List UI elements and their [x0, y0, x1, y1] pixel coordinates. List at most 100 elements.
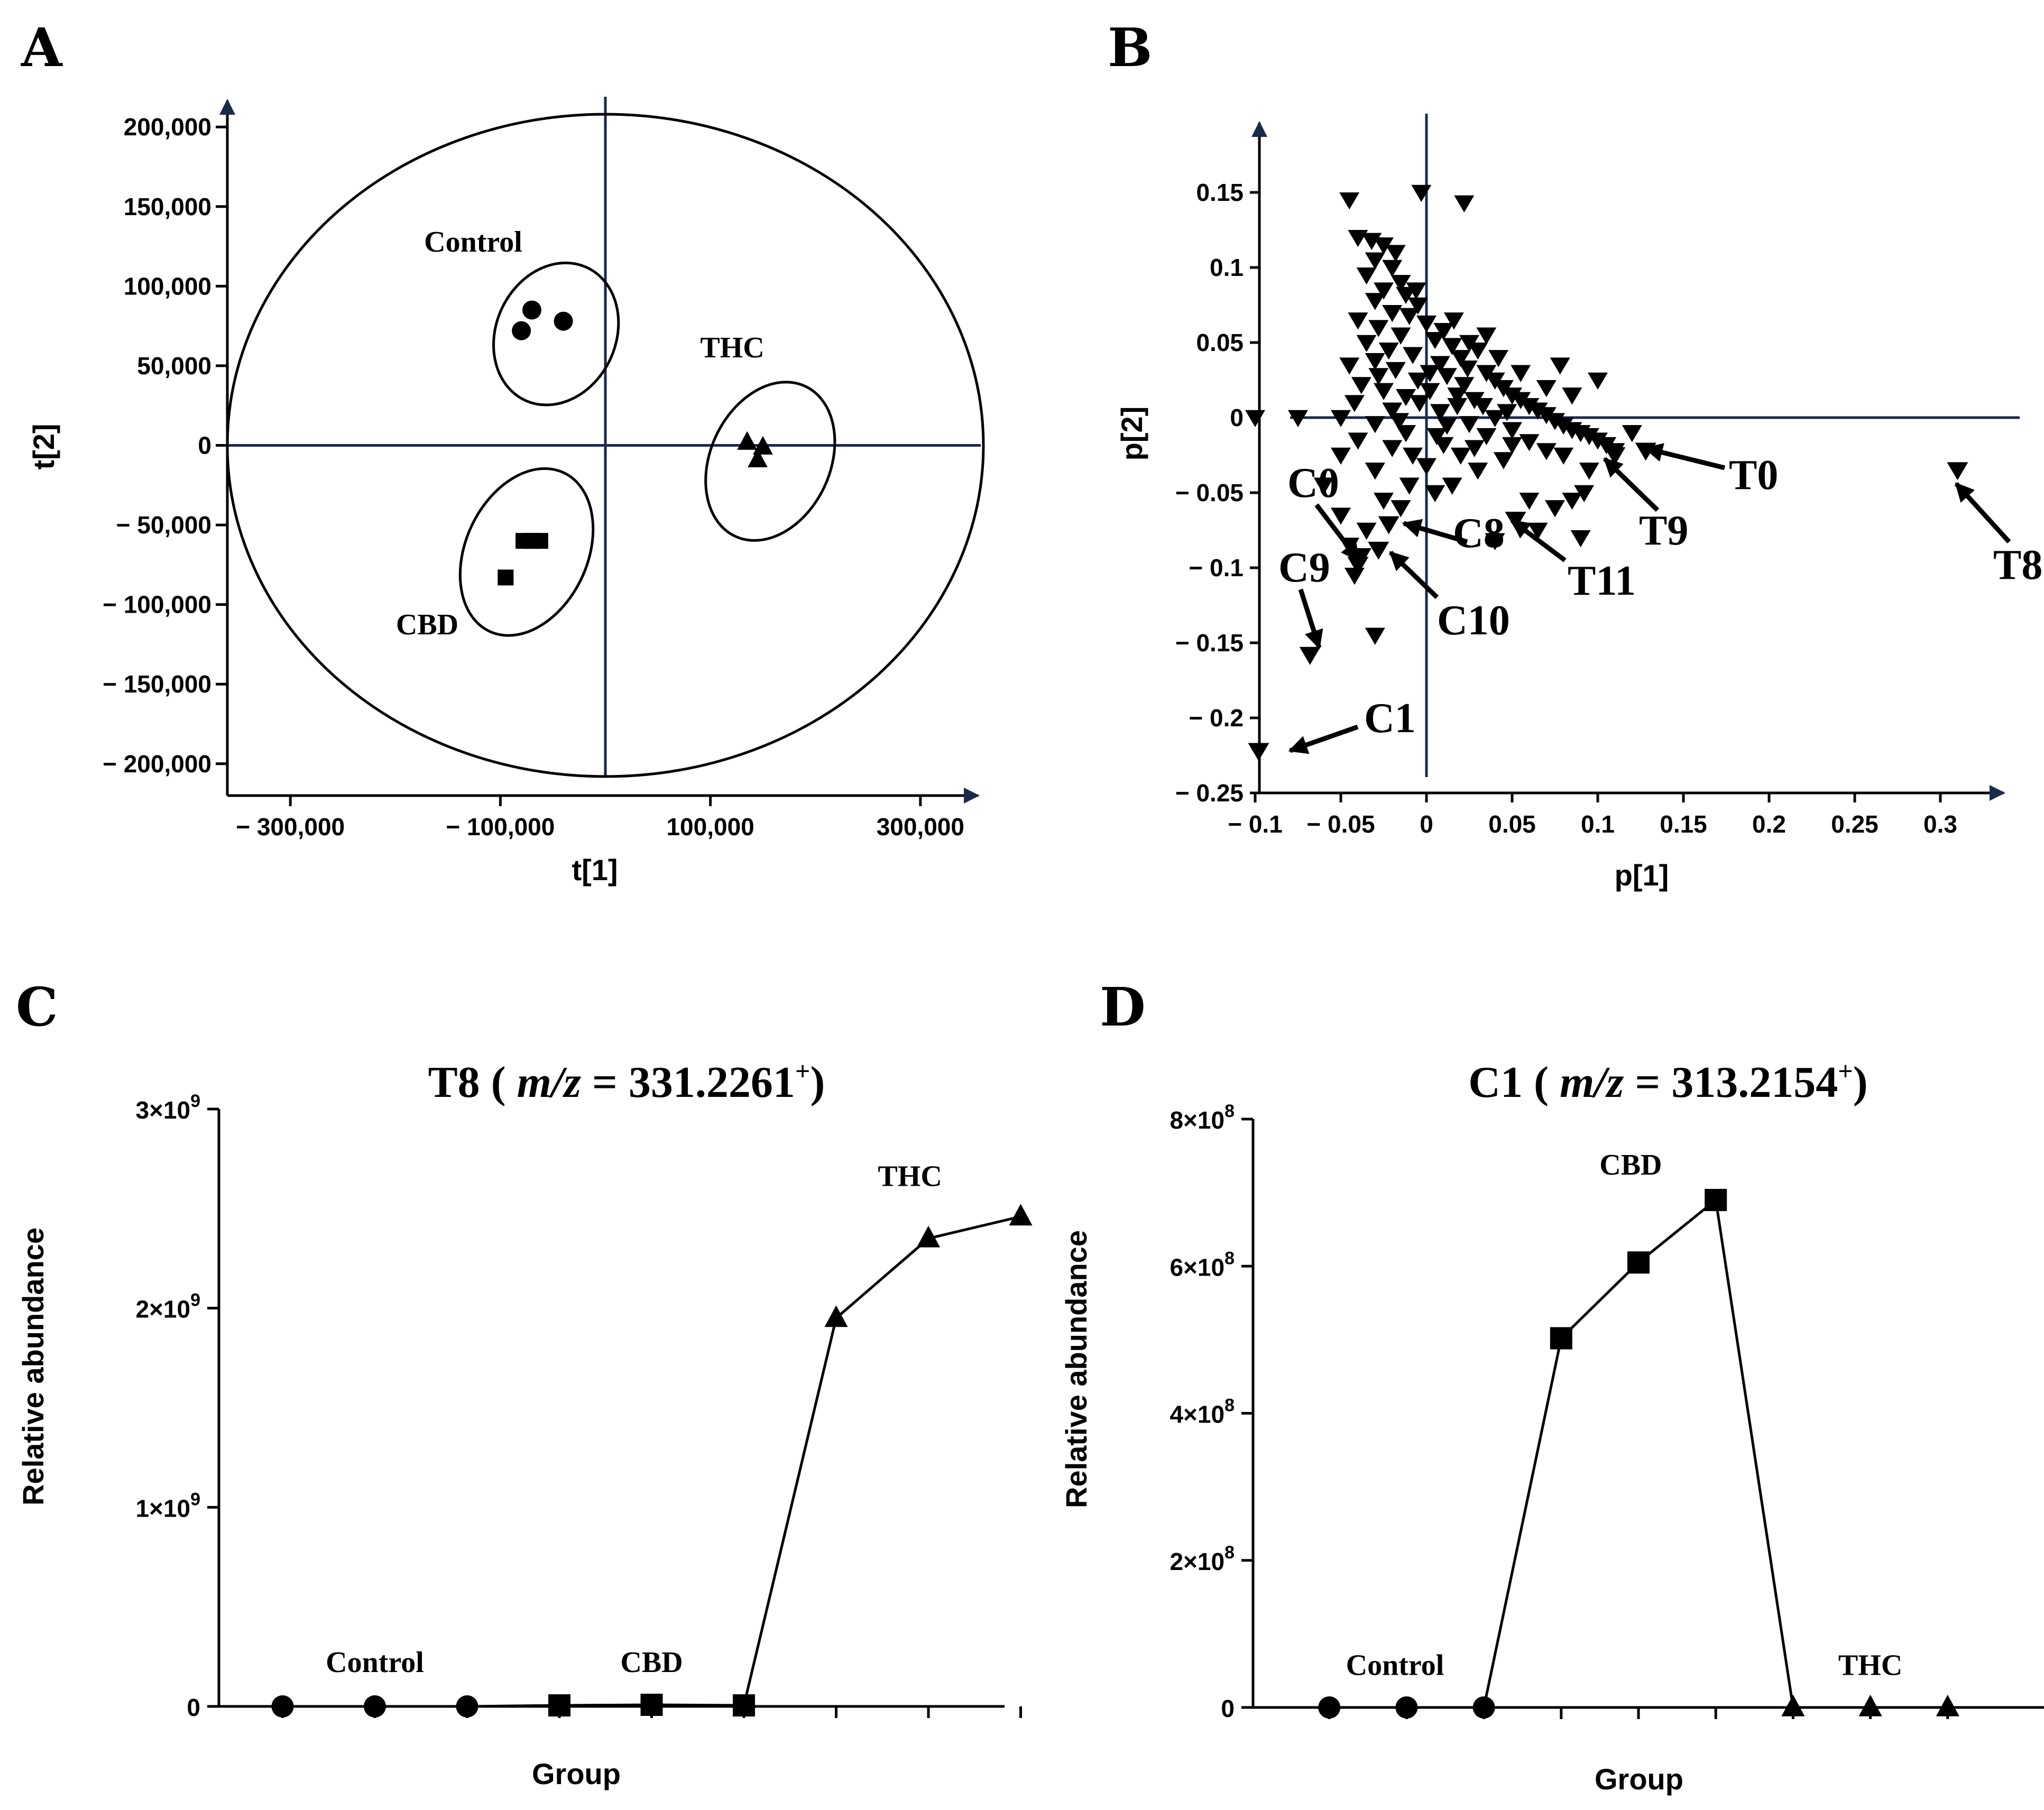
panel-a-y-tick-label: 50,000 [137, 352, 211, 380]
panel-b-point [1407, 372, 1428, 390]
panel-b-point [1403, 447, 1423, 465]
panel-c-point-control [364, 1695, 386, 1717]
panel-b-point [1545, 413, 1565, 430]
panel-b-point [1339, 192, 1360, 210]
panel-b-point [1339, 357, 1360, 375]
panel-b-point [1348, 432, 1368, 450]
panel-letter-d: D [1100, 976, 1146, 1038]
panel-a-score-plot: 200,000 150,000 100,000 50,000 0 − 50,000 − 10… [27, 97, 985, 886]
panel-b-point [1553, 417, 1574, 435]
panel-a-y-axis-title: t[2] [27, 423, 60, 469]
panel-letter-a: A [21, 16, 63, 79]
panel-d-series-line [1329, 1197, 1948, 1709]
panel-b-point [1447, 387, 1468, 405]
panel-b-x-tick-label: 0.3 [1923, 810, 1957, 838]
panel-b-point [1407, 297, 1428, 315]
panel-b-point [1389, 413, 1410, 430]
panel-b-point [1365, 293, 1385, 310]
panel-a-x-tick-label: 300,000 [877, 813, 964, 841]
panel-b-point [1356, 522, 1377, 540]
panel-b-highlight-point [1604, 447, 1626, 465]
panel-b-highlight-point [1947, 462, 1968, 481]
panel-b-point [1391, 500, 1411, 518]
panel-b-point [1430, 356, 1450, 373]
panel-b-label-c9: C9 [1278, 544, 1330, 591]
panel-b-point [1416, 315, 1437, 333]
panel-b-point [1368, 320, 1389, 337]
panel-c-y-tick-label: 2×109 [135, 1290, 200, 1323]
panel-b-point [1476, 327, 1497, 345]
panel-b-point [1399, 308, 1420, 325]
panel-d-group-label-control: Control [1346, 1649, 1444, 1682]
panel-a-y-tick-label: − 150,000 [103, 670, 211, 698]
panel-a-y-tick-label: 0 [198, 432, 211, 459]
panel-b-point [1553, 447, 1574, 465]
panel-b-point [1399, 477, 1420, 495]
panel-b-point [1433, 323, 1454, 340]
panel-b-point [1442, 338, 1462, 355]
panel-a-label-cbd: CBD [396, 608, 458, 641]
panel-c-point-control [271, 1695, 294, 1717]
panel-c-point-cbd [548, 1694, 570, 1717]
panel-b-point [1502, 437, 1522, 455]
panel-b-label-t0: T0 [1729, 452, 1778, 498]
panel-letter-c: C [16, 976, 58, 1038]
panel-b-point [1579, 463, 1599, 480]
panel-b-x-tick-label: 0.2 [1752, 810, 1786, 838]
panel-c-series-line [282, 1215, 1021, 1708]
panel-b-point [1374, 383, 1394, 400]
panel-b-point [1425, 332, 1445, 349]
panel-b-y-tick-label: − 0.1 [1189, 554, 1244, 581]
panel-b-point [1485, 533, 1505, 550]
panel-b-point [1468, 342, 1488, 360]
panel-b-point [1410, 395, 1430, 412]
panel-b-point [1288, 410, 1308, 428]
panel-b-point [1396, 287, 1416, 304]
panel-a-y-tick-label: − 200,000 [103, 750, 211, 778]
panel-d-point-thc [1858, 1694, 1882, 1716]
panel-a-x-tick-label: − 100,000 [446, 813, 555, 841]
panel-b-point [1391, 275, 1411, 292]
panel-b-point [1459, 416, 1479, 433]
panel-c-y-tick-label: 1×109 [135, 1489, 200, 1522]
panel-b-point [1454, 377, 1475, 394]
panel-b-point [1574, 485, 1595, 503]
panel-b-arrow-t8 [1954, 482, 2011, 544]
panel-a-y-tick-label: 100,000 [124, 272, 211, 300]
panel-b-point [1511, 365, 1531, 382]
panel-b-point [1437, 368, 1457, 385]
panel-b-highlight-point [1378, 516, 1400, 534]
panel-b-point [1430, 404, 1450, 421]
panel-b-point [1502, 387, 1522, 405]
panel-b-point [1368, 368, 1389, 385]
panel-d-title: C1 ( m/z = 313.2154+) [1468, 1056, 1867, 1107]
panel-b-point [1420, 383, 1440, 400]
panel-b-x-tick-label: 0.05 [1488, 810, 1536, 838]
panel-a-ellipse-thc [704, 381, 836, 542]
panel-b-point [1420, 365, 1440, 382]
panel-d-point-control [1395, 1696, 1418, 1719]
panel-c-group-label-cbd: CBD [620, 1646, 683, 1679]
panel-d-x-axis-title: Group [1595, 1762, 1683, 1796]
panel-b-y-tick-label: 0 [1230, 404, 1244, 431]
panel-a-ellipse-cbd [458, 467, 595, 637]
panel-b-point [1348, 312, 1368, 330]
panel-b-point [1527, 402, 1548, 420]
panel-b-point [1588, 432, 1608, 450]
panel-b-point [1396, 389, 1416, 407]
panel-b-point [1485, 410, 1505, 428]
panel-b-point [1468, 463, 1488, 480]
panel-b-point [1378, 342, 1399, 360]
panel-b-x-tick-label: 0.1 [1581, 810, 1615, 838]
panel-b-point [1344, 395, 1365, 412]
panel-b-label-t9: T9 [1639, 507, 1688, 554]
panel-b-point [1562, 387, 1582, 405]
panel-c-group-label-thc: THC [878, 1160, 942, 1193]
panel-b-x-axis-title: p[1] [1615, 858, 1669, 892]
panel-a-point-thc [737, 431, 758, 450]
panel-b-point [1351, 377, 1371, 394]
panel-a-point-thc [748, 448, 768, 468]
panel-b-point [1437, 417, 1457, 435]
panel-b-point [1502, 422, 1522, 439]
panel-b-point [1442, 477, 1462, 495]
